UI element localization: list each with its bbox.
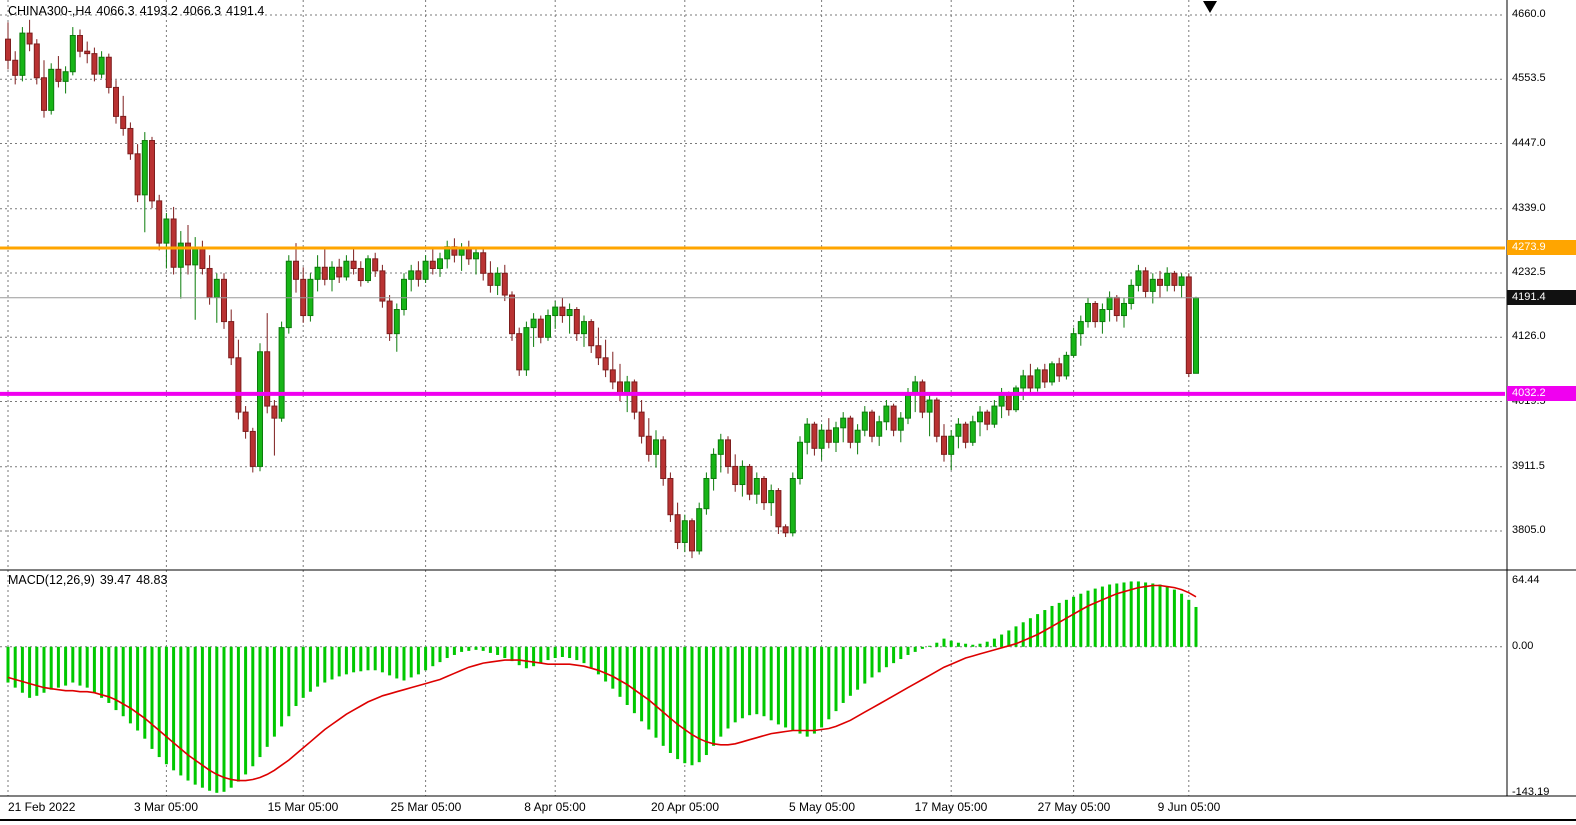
symbol-timeframe-label: CHINA300-,H4 <box>8 4 92 18</box>
macd-indicator-title: MACD(12,26,9) 39.47 48.83 <box>8 573 172 587</box>
chart-title: CHINA300-,H4 4066.3 4193.2 4066.3 4191.4 <box>8 4 269 18</box>
ohlc-low-value: 4066.3 <box>182 4 222 18</box>
candlestick-series <box>5 19 1199 559</box>
macd-histogram <box>6 581 1198 793</box>
end-of-data-marker-icon <box>1203 1 1217 13</box>
macd-signal-line <box>7 584 1197 782</box>
macd-main-value: 39.47 <box>99 573 132 587</box>
bottom-frame-line <box>0 819 1576 821</box>
ohlc-open-value: 4066.3 <box>96 4 135 18</box>
grid <box>0 0 1505 796</box>
ohlc-high-value: 4193.2 <box>139 4 178 18</box>
macd-label: MACD(12,26,9) <box>8 573 95 587</box>
macd-signal-value: 48.83 <box>136 573 168 587</box>
ohlc-close-value: 4191.4 <box>226 4 265 18</box>
